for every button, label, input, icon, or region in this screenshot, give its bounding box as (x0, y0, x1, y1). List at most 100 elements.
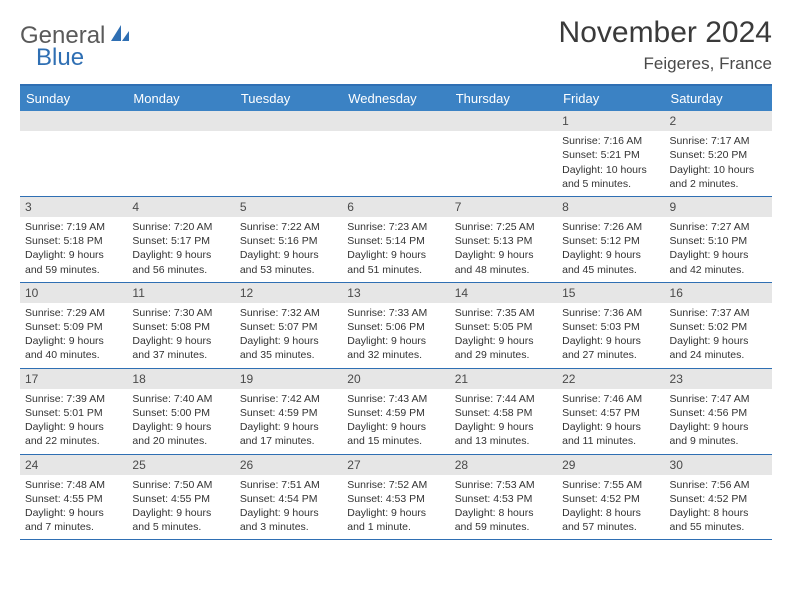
sunset-line: Sunset: 4:53 PM (455, 492, 552, 506)
sunrise-line: Sunrise: 7:29 AM (25, 306, 122, 320)
day-number: 14 (450, 283, 557, 303)
sunrise-line: Sunrise: 7:48 AM (25, 478, 122, 492)
day-cell: 15Sunrise: 7:36 AMSunset: 5:03 PMDayligh… (557, 283, 664, 368)
day-number: 6 (342, 197, 449, 217)
day-number (127, 111, 234, 131)
sunset-line: Sunset: 5:09 PM (25, 320, 122, 334)
sunset-line: Sunset: 5:01 PM (25, 406, 122, 420)
day-body (127, 131, 234, 153)
sunrise-line: Sunrise: 7:23 AM (347, 220, 444, 234)
day-body (235, 131, 342, 153)
sunset-line: Sunset: 4:55 PM (132, 492, 229, 506)
sunrise-line: Sunrise: 7:53 AM (455, 478, 552, 492)
day-body: Sunrise: 7:35 AMSunset: 5:05 PMDaylight:… (450, 303, 557, 368)
day-body: Sunrise: 7:19 AMSunset: 5:18 PMDaylight:… (20, 217, 127, 282)
day-number: 21 (450, 369, 557, 389)
daylight-line: Daylight: 9 hours and 24 minutes. (670, 334, 767, 362)
daylight-line: Daylight: 9 hours and 5 minutes. (132, 506, 229, 534)
week-row: 24Sunrise: 7:48 AMSunset: 4:55 PMDayligh… (20, 455, 772, 541)
daylight-line: Daylight: 9 hours and 1 minute. (347, 506, 444, 534)
day-number (235, 111, 342, 131)
day-cell: 2Sunrise: 7:17 AMSunset: 5:20 PMDaylight… (665, 111, 772, 196)
sunset-line: Sunset: 5:05 PM (455, 320, 552, 334)
sunset-line: Sunset: 5:10 PM (670, 234, 767, 248)
day-body: Sunrise: 7:25 AMSunset: 5:13 PMDaylight:… (450, 217, 557, 282)
logo-sail-icon (109, 23, 131, 50)
day-number: 13 (342, 283, 449, 303)
day-cell (20, 111, 127, 196)
week-row: 3Sunrise: 7:19 AMSunset: 5:18 PMDaylight… (20, 197, 772, 283)
daylight-line: Daylight: 9 hours and 45 minutes. (562, 248, 659, 276)
week-row: 17Sunrise: 7:39 AMSunset: 5:01 PMDayligh… (20, 369, 772, 455)
sunset-line: Sunset: 5:02 PM (670, 320, 767, 334)
day-number: 29 (557, 455, 664, 475)
day-number: 3 (20, 197, 127, 217)
day-body (342, 131, 449, 153)
sunset-line: Sunset: 4:53 PM (347, 492, 444, 506)
sunset-line: Sunset: 4:54 PM (240, 492, 337, 506)
sunrise-line: Sunrise: 7:33 AM (347, 306, 444, 320)
daylight-line: Daylight: 9 hours and 53 minutes. (240, 248, 337, 276)
calendar: SundayMondayTuesdayWednesdayThursdayFrid… (20, 84, 772, 540)
sunrise-line: Sunrise: 7:32 AM (240, 306, 337, 320)
day-cell: 5Sunrise: 7:22 AMSunset: 5:16 PMDaylight… (235, 197, 342, 282)
sunrise-line: Sunrise: 7:25 AM (455, 220, 552, 234)
sunrise-line: Sunrise: 7:17 AM (670, 134, 767, 148)
day-number: 7 (450, 197, 557, 217)
sunrise-line: Sunrise: 7:55 AM (562, 478, 659, 492)
day-number: 16 (665, 283, 772, 303)
sunset-line: Sunset: 4:59 PM (240, 406, 337, 420)
day-number: 27 (342, 455, 449, 475)
day-cell: 24Sunrise: 7:48 AMSunset: 4:55 PMDayligh… (20, 455, 127, 540)
day-body: Sunrise: 7:42 AMSunset: 4:59 PMDaylight:… (235, 389, 342, 454)
sunset-line: Sunset: 5:12 PM (562, 234, 659, 248)
sunset-line: Sunset: 4:59 PM (347, 406, 444, 420)
day-number: 15 (557, 283, 664, 303)
sunrise-line: Sunrise: 7:19 AM (25, 220, 122, 234)
daylight-line: Daylight: 9 hours and 32 minutes. (347, 334, 444, 362)
day-body: Sunrise: 7:16 AMSunset: 5:21 PMDaylight:… (557, 131, 664, 196)
day-cell: 9 Sunrise: 7:27 AMSunset: 5:10 PMDaylight… (665, 197, 772, 282)
sunrise-line: Sunrise: 7:26 AM (562, 220, 659, 234)
day-body (450, 131, 557, 153)
day-body: Sunrise: 7:20 AMSunset: 5:17 PMDaylight:… (127, 217, 234, 282)
day-body: Sunrise: 7:56 AMSunset: 4:52 PMDaylight:… (665, 475, 772, 540)
sunset-line: Sunset: 5:17 PM (132, 234, 229, 248)
sunrise-line: Sunrise: 7:22 AM (240, 220, 337, 234)
day-cell: 26Sunrise: 7:51 AMSunset: 4:54 PMDayligh… (235, 455, 342, 540)
sunrise-line: Sunrise: 7:35 AM (455, 306, 552, 320)
sunset-line: Sunset: 5:20 PM (670, 148, 767, 162)
sunrise-line: Sunrise: 7:39 AM (25, 392, 122, 406)
daylight-line: Daylight: 9 hours and 51 minutes. (347, 248, 444, 276)
sunrise-line: Sunrise: 7:16 AM (562, 134, 659, 148)
sunrise-line: Sunrise: 7:43 AM (347, 392, 444, 406)
sunset-line: Sunset: 5:18 PM (25, 234, 122, 248)
day-number: 9 (665, 197, 772, 217)
sunrise-line: Sunrise: 7:27 AM (670, 220, 767, 234)
sunset-line: Sunset: 4:58 PM (455, 406, 552, 420)
daylight-line: Daylight: 9 hours and 15 minutes. (347, 420, 444, 448)
sunset-line: Sunset: 5:03 PM (562, 320, 659, 334)
daylight-line: Daylight: 9 hours and 42 minutes. (670, 248, 767, 276)
day-cell: 27Sunrise: 7:52 AMSunset: 4:53 PMDayligh… (342, 455, 449, 540)
sunrise-line: Sunrise: 7:20 AM (132, 220, 229, 234)
day-number: 12 (235, 283, 342, 303)
day-cell: 4Sunrise: 7:20 AMSunset: 5:17 PMDaylight… (127, 197, 234, 282)
sunset-line: Sunset: 4:55 PM (25, 492, 122, 506)
sunset-line: Sunset: 4:52 PM (670, 492, 767, 506)
day-cell: 6Sunrise: 7:23 AMSunset: 5:14 PMDaylight… (342, 197, 449, 282)
day-header-friday: Friday (557, 86, 664, 111)
day-cell: 21Sunrise: 7:44 AMSunset: 4:58 PMDayligh… (450, 369, 557, 454)
sunset-line: Sunset: 5:13 PM (455, 234, 552, 248)
daylight-line: Daylight: 9 hours and 22 minutes. (25, 420, 122, 448)
day-body: Sunrise: 7:51 AMSunset: 4:54 PMDaylight:… (235, 475, 342, 540)
sunrise-line: Sunrise: 7:56 AM (670, 478, 767, 492)
daylight-line: Daylight: 8 hours and 59 minutes. (455, 506, 552, 534)
daylight-line: Daylight: 9 hours and 48 minutes. (455, 248, 552, 276)
day-number: 2 (665, 111, 772, 131)
sunrise-line: Sunrise: 7:52 AM (347, 478, 444, 492)
sunset-line: Sunset: 4:56 PM (670, 406, 767, 420)
day-cell: 11Sunrise: 7:30 AMSunset: 5:08 PMDayligh… (127, 283, 234, 368)
day-body: Sunrise: 7:52 AMSunset: 4:53 PMDaylight:… (342, 475, 449, 540)
day-header-tuesday: Tuesday (235, 86, 342, 111)
